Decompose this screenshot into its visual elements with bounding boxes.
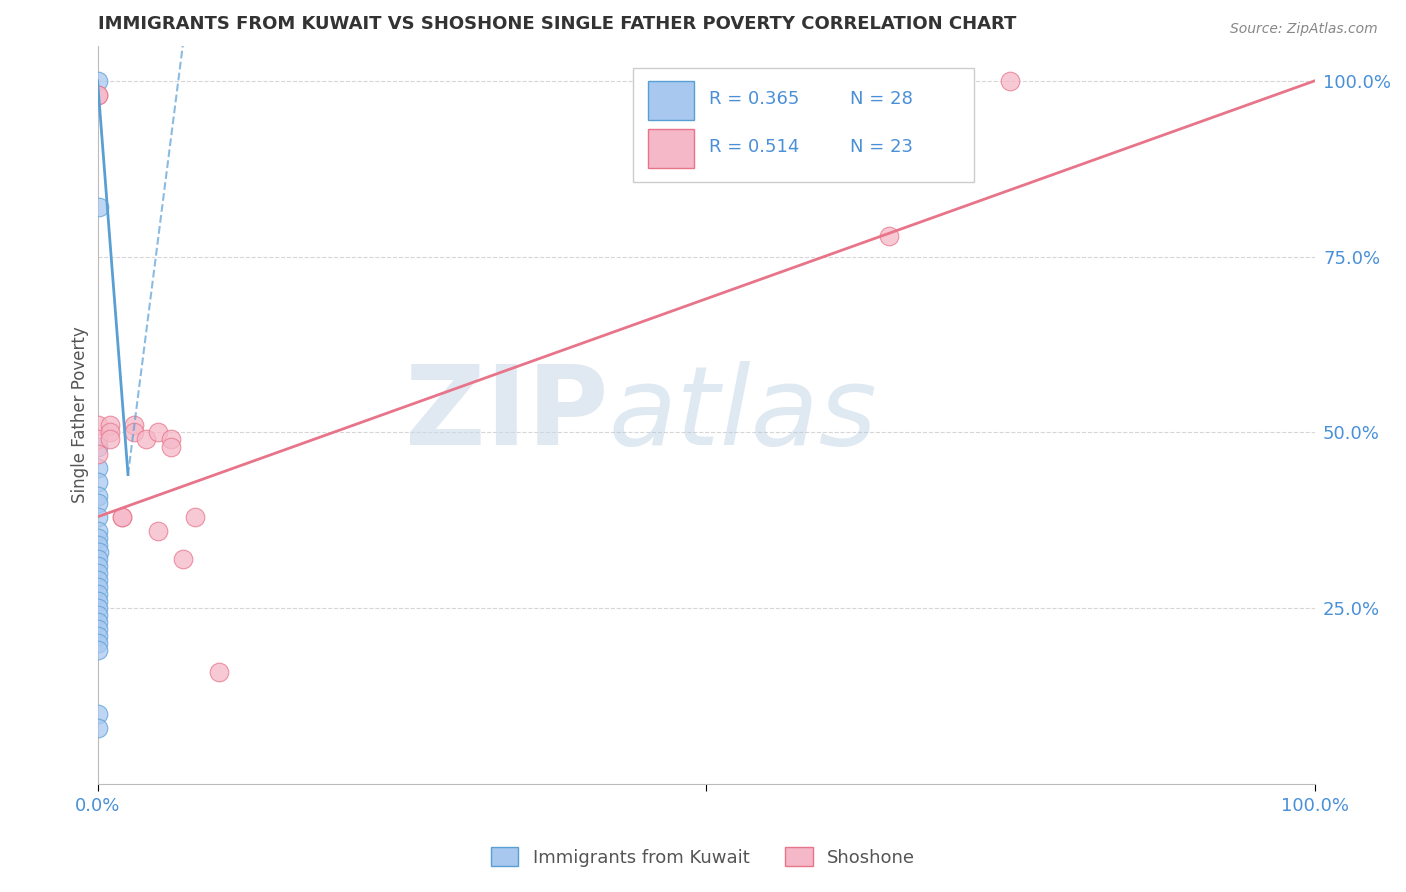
Point bbox=[1000, 74, 1022, 88]
Text: R = 0.514: R = 0.514 bbox=[709, 138, 799, 156]
Point bbox=[86, 418, 108, 433]
Point bbox=[87, 460, 110, 475]
Legend: Immigrants from Kuwait, Shoshone: Immigrants from Kuwait, Shoshone bbox=[484, 840, 922, 874]
Point bbox=[87, 552, 110, 566]
Point bbox=[86, 489, 108, 503]
Text: N = 23: N = 23 bbox=[849, 138, 912, 156]
Point bbox=[86, 706, 108, 721]
Text: R = 0.365: R = 0.365 bbox=[709, 90, 799, 108]
Point bbox=[86, 594, 108, 608]
Point bbox=[86, 636, 108, 650]
Point bbox=[86, 87, 108, 102]
Point bbox=[122, 418, 145, 433]
Bar bbox=[648, 129, 695, 168]
Text: N = 28: N = 28 bbox=[849, 90, 912, 108]
Point bbox=[148, 524, 170, 538]
Point bbox=[756, 158, 779, 172]
Point bbox=[86, 433, 108, 447]
Point bbox=[87, 201, 110, 215]
Point bbox=[86, 623, 108, 637]
Point bbox=[111, 509, 134, 524]
Point bbox=[86, 496, 108, 510]
Point bbox=[87, 545, 110, 559]
Point bbox=[87, 643, 110, 657]
Bar bbox=[648, 81, 695, 120]
Point bbox=[87, 509, 110, 524]
Point bbox=[86, 573, 108, 587]
Point bbox=[172, 552, 194, 566]
Point bbox=[86, 538, 108, 552]
Point bbox=[111, 509, 134, 524]
Point bbox=[122, 425, 145, 440]
Point bbox=[135, 433, 157, 447]
Point bbox=[86, 566, 108, 580]
Point bbox=[98, 425, 121, 440]
Y-axis label: Single Father Poverty: Single Father Poverty bbox=[72, 326, 89, 503]
Point bbox=[87, 608, 110, 623]
Text: IMMIGRANTS FROM KUWAIT VS SHOSHONE SINGLE FATHER POVERTY CORRELATION CHART: IMMIGRANTS FROM KUWAIT VS SHOSHONE SINGL… bbox=[97, 15, 1017, 33]
Text: atlas: atlas bbox=[609, 361, 877, 468]
Point bbox=[86, 601, 108, 615]
Point bbox=[877, 228, 900, 243]
Point bbox=[86, 74, 108, 88]
Point bbox=[86, 87, 108, 102]
Point bbox=[86, 580, 108, 594]
Point bbox=[159, 440, 181, 454]
Point bbox=[87, 531, 110, 545]
Point bbox=[86, 721, 108, 735]
Text: ZIP: ZIP bbox=[405, 361, 609, 468]
Point bbox=[159, 433, 181, 447]
Point bbox=[98, 433, 121, 447]
Point bbox=[86, 587, 108, 601]
Point bbox=[86, 629, 108, 643]
Point bbox=[87, 440, 110, 454]
Point bbox=[86, 446, 108, 460]
Point bbox=[86, 615, 108, 630]
Point bbox=[184, 509, 207, 524]
Point bbox=[86, 559, 108, 574]
Point bbox=[208, 665, 231, 679]
Point bbox=[98, 418, 121, 433]
Text: Source: ZipAtlas.com: Source: ZipAtlas.com bbox=[1230, 22, 1378, 37]
Bar bbox=[633, 68, 974, 182]
Point bbox=[148, 425, 170, 440]
Point bbox=[86, 475, 108, 489]
Point bbox=[87, 524, 110, 538]
